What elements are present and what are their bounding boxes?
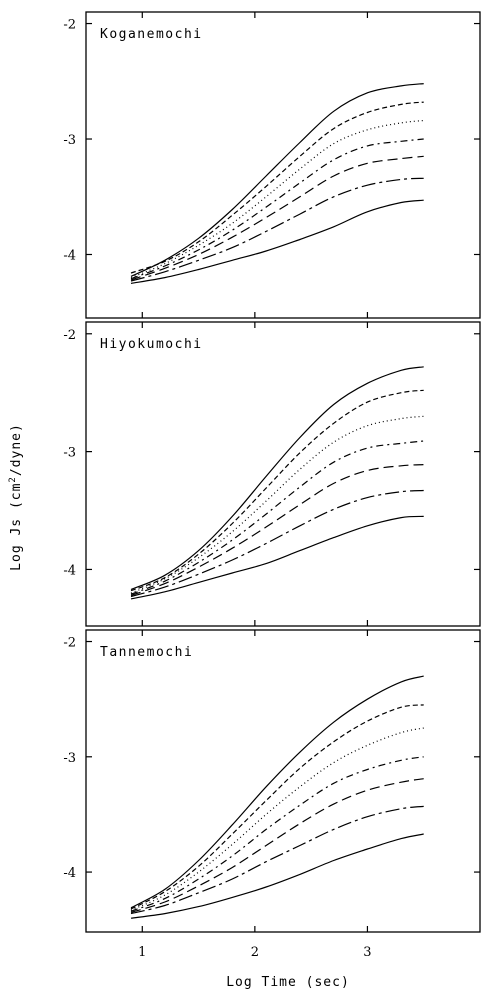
y-tick-label: -3: [63, 133, 76, 148]
y-tick-label: -4: [63, 563, 76, 578]
x-axis-title: Log Time (sec): [226, 975, 350, 990]
x-tick-label: 1: [138, 945, 146, 960]
series-line-3: [130, 778, 424, 913]
series-line-1: [130, 515, 424, 600]
plot-frame: [85, 11, 481, 319]
y-axis-title-suffix: /dyne): [9, 423, 24, 476]
series-line-4: [130, 756, 424, 912]
panel-3: Tannemochi -4 -3 -2 1 2 3: [63, 629, 481, 960]
y-tick-label: -2: [63, 636, 76, 651]
series-line-6: [130, 389, 424, 592]
panel-title: Hiyokumochi: [100, 337, 203, 352]
y-axis-title: Log Js (cm2/dyne): [8, 423, 24, 571]
series-line-1: [130, 833, 424, 919]
series-line-3: [130, 464, 424, 596]
y-axis-title-superscript: 2: [8, 476, 18, 482]
panel-1: Koganemochi -4 -3 -2: [63, 11, 481, 319]
y-tick-label: -3: [63, 751, 76, 766]
y-tick-label: -2: [63, 18, 76, 33]
y-tick-label: -2: [63, 328, 76, 343]
panel-title: Tannemochi: [100, 645, 193, 660]
plot-frame: [85, 321, 481, 627]
y-tick-label: -4: [63, 866, 76, 881]
series-line-1: [130, 199, 424, 284]
x-tick-label: 2: [251, 945, 259, 960]
y-tick-label: -4: [63, 248, 76, 263]
series-line-2: [130, 177, 424, 282]
series-line-6: [130, 704, 424, 910]
series-line-5: [130, 415, 424, 594]
y-tick-label: -3: [63, 446, 76, 461]
series-line-4: [130, 138, 424, 280]
series-line-7: [130, 366, 424, 591]
series-line-5: [130, 727, 424, 911]
chart-panels: Koganemochi-4-3-2Hiyokumochi-4-3-2Tannem…: [63, 11, 481, 960]
series-line-2: [130, 489, 424, 598]
series-line-2: [130, 805, 424, 915]
y-axis-title-prefix: Log Js (cm: [9, 483, 24, 571]
panel-2: Hiyokumochi -4 -3 -2: [63, 321, 481, 627]
panel-title: Koganemochi: [100, 27, 203, 42]
series-line-7: [130, 675, 424, 909]
series-line-4: [130, 440, 424, 595]
series-line-3: [130, 155, 424, 281]
series-line-6: [130, 101, 424, 274]
series-line-7: [130, 83, 424, 277]
series-line-5: [130, 119, 424, 279]
x-tick-label: 3: [363, 945, 371, 960]
plot-frame: [85, 629, 481, 933]
